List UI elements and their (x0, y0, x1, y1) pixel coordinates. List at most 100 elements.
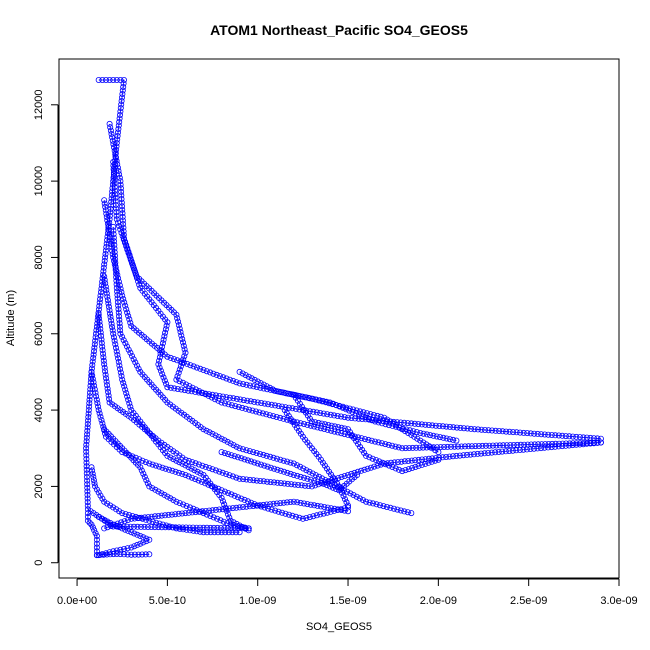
data-point (274, 466, 281, 473)
data-point (159, 464, 166, 471)
data-point (355, 411, 362, 418)
data-point (89, 361, 96, 368)
data-point (116, 115, 123, 122)
y-tick-label: 6000 (33, 322, 45, 346)
data-point (250, 383, 257, 390)
data-point (197, 470, 204, 477)
y-tick-label: 4000 (33, 398, 45, 422)
data-point (353, 437, 360, 444)
data-point (297, 499, 304, 506)
data-point (101, 361, 108, 368)
data-point (232, 529, 239, 536)
data-point (573, 433, 580, 440)
data-point (110, 166, 117, 173)
data-point (101, 257, 108, 264)
data-point (177, 363, 184, 370)
data-point (264, 463, 271, 470)
data-point (496, 427, 503, 434)
data-point (134, 541, 141, 548)
data-point (173, 311, 180, 318)
data-point (84, 481, 91, 488)
data-point (552, 443, 559, 450)
y-tick-label: 0 (33, 560, 45, 566)
data-point (325, 421, 332, 428)
series-line (91, 371, 349, 520)
data-point (90, 379, 97, 386)
data-point (210, 524, 217, 531)
data-point (145, 514, 152, 521)
data-point (119, 213, 126, 220)
data-point (404, 420, 411, 427)
data-point (110, 141, 117, 148)
data-point (493, 442, 500, 449)
data-point (359, 496, 366, 503)
data-point (199, 389, 206, 396)
data-point (194, 468, 201, 475)
data-point (422, 421, 429, 428)
data-point (133, 362, 140, 369)
data-point (260, 451, 267, 458)
data-point (395, 444, 402, 451)
data-point (89, 467, 96, 474)
data-point (385, 441, 392, 448)
data-point (139, 457, 146, 464)
data-point (101, 197, 108, 204)
data-point (238, 523, 245, 530)
data-point (88, 521, 95, 528)
data-point (106, 395, 113, 402)
data-point (282, 390, 289, 397)
data-point (87, 382, 94, 389)
data-point (446, 436, 453, 443)
data-point (389, 463, 396, 470)
data-point (86, 519, 93, 526)
data-point (403, 426, 410, 433)
data-point (297, 463, 304, 470)
data-point (117, 327, 124, 334)
data-point (321, 421, 328, 428)
data-point (226, 514, 233, 521)
data-point (108, 198, 115, 205)
data-point (95, 513, 102, 520)
data-point (274, 479, 281, 486)
data-point (317, 456, 324, 463)
data-point (347, 490, 354, 497)
data-point (253, 449, 260, 456)
data-point (179, 470, 186, 477)
data-point (594, 435, 601, 442)
data-point (100, 264, 107, 271)
data-point (329, 484, 336, 491)
data-point (120, 337, 127, 344)
data-point (270, 454, 277, 461)
data-point (93, 486, 100, 493)
data-point (460, 452, 467, 459)
data-point (440, 434, 447, 441)
data-point (206, 507, 213, 514)
data-point (90, 477, 97, 484)
data-point (247, 398, 254, 405)
data-point (124, 551, 131, 558)
data-point (132, 270, 139, 277)
data-point (111, 184, 118, 191)
data-point (109, 137, 116, 144)
y-tick-label: 8000 (33, 245, 45, 269)
data-point (175, 322, 182, 329)
data-point (83, 452, 90, 459)
data-point (83, 438, 90, 445)
data-point (115, 309, 122, 316)
data-point (119, 203, 126, 210)
data-point (143, 477, 150, 484)
data-point (186, 504, 193, 511)
data-point (209, 430, 216, 437)
data-point (155, 437, 162, 444)
data-point (93, 393, 100, 400)
data-point (320, 510, 327, 517)
data-point (112, 187, 119, 194)
data-point (597, 439, 604, 446)
data-point (91, 341, 98, 348)
data-point (83, 459, 90, 466)
data-point (91, 527, 98, 534)
data-point (246, 382, 253, 389)
data-point (102, 247, 109, 254)
data-point (170, 356, 177, 363)
data-point (102, 430, 109, 437)
